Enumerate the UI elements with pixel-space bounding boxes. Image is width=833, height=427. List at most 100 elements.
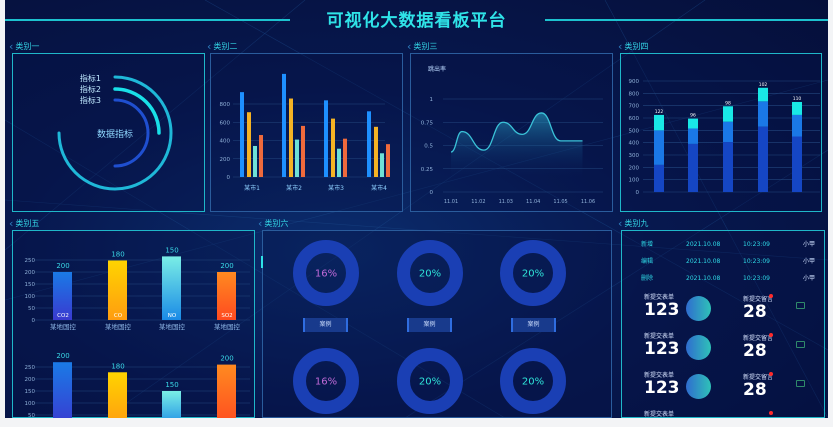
message-icon[interactable] [796, 302, 805, 309]
log-user: 小甲 [803, 241, 816, 248]
panel-title: 类别五 [15, 219, 40, 228]
donut-ring [293, 348, 359, 414]
background-line [104, 0, 706, 418]
cat2-bar [247, 112, 251, 177]
card-right-label: 新提交留言 [743, 374, 774, 381]
log-action[interactable]: 删除 [641, 275, 654, 282]
cat3-x-label: 11.05 [553, 199, 567, 205]
panel-title: 类别九 [624, 219, 649, 228]
cat5-category-label: 某地国控 [214, 322, 241, 331]
panel-4 [620, 53, 822, 212]
cat2-tick-label: 600 [220, 120, 231, 126]
cat2-category-label: 某市4 [371, 184, 387, 192]
cat4-data-label: 98 [725, 100, 731, 106]
cat4-data-label: 102 [759, 82, 768, 88]
panel-9 [621, 230, 825, 418]
log-action[interactable]: 编辑 [641, 258, 654, 265]
card-left-label: 新提交表单 [644, 333, 675, 340]
card-right-value: 28 [743, 302, 767, 322]
cat2-bar [240, 92, 244, 177]
message-icon[interactable] [796, 341, 805, 348]
cat4-bar-segment [688, 118, 698, 129]
cat2-bar [324, 100, 328, 177]
cat2-bar [367, 111, 371, 177]
legend-item-2: 指标2 [79, 85, 101, 94]
cat4-bar-segment [654, 114, 664, 131]
cat3-tick-label: 0 [430, 190, 434, 196]
cat4-bar-segment [654, 164, 664, 192]
message-icon[interactable] [796, 380, 805, 387]
cat2-bar [337, 148, 341, 177]
panel-header-3: ‹ 类别三 [407, 41, 437, 52]
log-action[interactable]: 新增 [641, 241, 654, 248]
log-user: 小甲 [803, 258, 816, 265]
card-right-label: 新提交留言 [743, 296, 774, 303]
donut-ring [293, 240, 359, 306]
cat4-bar-segment [758, 87, 768, 102]
cat3-x-label: 11.06 [581, 199, 595, 205]
log-date: 2021.10.08 [686, 241, 721, 248]
cat4-tick-label: 300 [629, 153, 640, 159]
legend-item-3: 指标3 [79, 96, 101, 105]
log-user: 小甲 [803, 275, 816, 282]
chevron-left-icon: ‹ [407, 39, 412, 53]
log-date: 2021.10.08 [686, 275, 721, 282]
cat2-bar [343, 138, 347, 177]
legend-item-1: 指标1 [79, 74, 101, 83]
case-button-2[interactable]: 案例 [407, 318, 452, 332]
cat4-tick-label: 100 [629, 178, 640, 184]
cat4-tick-label: 900 [629, 79, 640, 85]
panel-title: 类别三 [413, 42, 438, 51]
cat5-data-label: 200 [56, 352, 69, 360]
panel-header-2: ‹ 类别二 [207, 41, 237, 52]
cat4-bar-segment [758, 126, 768, 192]
gauge-arc-1 [57, 75, 173, 191]
chevron-left-icon: ‹ [207, 39, 212, 53]
cat2-tick-label: 200 [220, 157, 231, 163]
cat2-bar [295, 139, 299, 177]
panel-title: 类别一 [15, 42, 40, 51]
case-button-1[interactable]: 案例 [303, 318, 348, 332]
cat2-bar [282, 73, 286, 177]
donut-ring [397, 348, 463, 414]
cat2-bar [289, 98, 293, 177]
chevron-left-icon: ‹ [258, 216, 263, 230]
card-left-value: 123 [644, 300, 680, 320]
log-date: 2021.10.08 [686, 258, 721, 265]
chevron-left-icon: ‹ [618, 39, 623, 53]
cat5-inner-label: SO2 [221, 313, 232, 319]
donut-value: 20% [419, 269, 441, 280]
background-line [5, 79, 828, 301]
case-button-3[interactable]: 案例 [511, 318, 556, 332]
donut-ring [397, 240, 463, 306]
cat5-inner-label: CO [114, 313, 123, 319]
notification-dot-icon [769, 294, 773, 298]
panel-header-5: ‹ 类别五 [9, 218, 39, 229]
panel-header-6: ‹ 类别六 [258, 218, 288, 229]
panel-5 [12, 230, 255, 418]
panel-title: 类别四 [624, 42, 649, 51]
panel-1 [12, 53, 205, 212]
donut-value: 16% [315, 269, 337, 280]
cat4-tick-label: 700 [629, 104, 640, 110]
cat4-tick-label: 400 [629, 141, 640, 147]
donut-value: 20% [522, 377, 544, 388]
cat5-tick-label: 100 [25, 294, 36, 300]
donut-value: 16% [315, 377, 337, 388]
cat4-tick-label: 0 [636, 190, 640, 196]
cat2-category-label: 某市3 [328, 184, 344, 192]
cat4-bar-segment [723, 142, 733, 192]
cat5-tick-label: 200 [25, 377, 36, 383]
cat2-tick-label: 0 [227, 175, 231, 181]
card-left-label: 新提交表单 [644, 294, 675, 301]
donut-value: 20% [419, 377, 441, 388]
background-line [604, 0, 828, 418]
cat5-tick-label: 150 [25, 389, 36, 395]
cat4-bar-segment [688, 143, 698, 192]
cat2-bar [331, 118, 335, 177]
title-line-left [5, 19, 290, 21]
cat5-data-label: 180 [111, 362, 124, 370]
cat5-bar [162, 391, 181, 418]
cat4-bar-segment [792, 101, 802, 115]
background-line [5, 119, 506, 418]
